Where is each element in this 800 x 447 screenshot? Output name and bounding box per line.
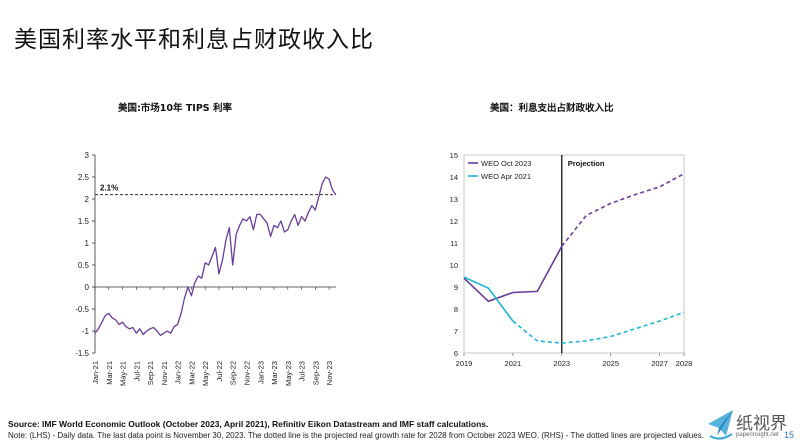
x-tick-label: Jan-23	[256, 361, 265, 384]
x-tick-label: 2025	[602, 359, 619, 368]
y-tick-label: -1	[82, 327, 90, 336]
y-tick-label: 3	[85, 151, 90, 160]
y-tick-label: 11	[450, 239, 458, 248]
y-tick-label: 1	[85, 239, 90, 248]
x-tick-label: May-21	[119, 361, 128, 386]
legend-label: WEO Apr 2021	[481, 172, 531, 181]
logo-text: 纸视界	[736, 414, 787, 434]
y-tick-label: -1.5	[75, 349, 89, 358]
page-number: 15	[784, 430, 795, 440]
x-tick-label: Nov-21	[160, 361, 169, 385]
x-tick-label: May-23	[284, 361, 293, 386]
x-tick-label: 2021	[505, 359, 522, 368]
y-tick-label: 7	[454, 327, 458, 336]
x-tick-label: Nov-22	[242, 361, 251, 385]
x-tick-label: Mar-22	[187, 361, 196, 385]
paper-plane-icon	[708, 410, 733, 440]
y-tick-label: 6	[454, 349, 458, 358]
x-tick-label: Nov-23	[325, 361, 334, 385]
tips-rate-series-line	[94, 176, 337, 337]
x-tick-label: Mar-23	[270, 361, 279, 385]
x-tick-label: May-22	[201, 361, 210, 386]
y-tick-label: 12	[450, 217, 458, 226]
x-tick-label: Sep-22	[229, 361, 238, 385]
x-tick-label: 2023	[553, 359, 570, 368]
weo-apr-2021-projected-line	[512, 311, 685, 344]
x-tick-label: 2027	[651, 359, 668, 368]
y-tick-label: 10	[450, 261, 458, 270]
source-note: Source: IMF World Economic Outlook (Octo…	[8, 419, 489, 429]
logo: 纸视界 paperinsight.net	[706, 406, 792, 444]
logo-subtext: paperinsight.net	[736, 432, 779, 438]
legend-label: WEO Oct 2023	[481, 159, 531, 168]
right-chart-title: 美国：利息支出占财政收入比	[490, 103, 614, 114]
x-tick-label: Mar-21	[105, 361, 114, 385]
weo-oct-2023-projected-line	[561, 172, 685, 247]
y-tick-label: 13	[450, 195, 458, 204]
reference-label: 2.1%	[100, 184, 118, 193]
y-tick-label: 2	[85, 195, 90, 204]
y-tick-label: 0	[85, 283, 90, 292]
weo-oct-2023-actual-line	[463, 245, 563, 303]
y-tick-label: 15	[450, 151, 458, 160]
y-tick-label: -0.5	[75, 305, 89, 314]
y-tick-label: 1.5	[78, 217, 90, 226]
y-tick-label: 8	[454, 305, 458, 314]
plot-frame	[463, 154, 685, 354]
x-tick-label: Jul-22	[215, 361, 224, 381]
page-title: 美国利率水平和利息占财政收入比	[14, 27, 374, 53]
weo-apr-2021-actual-line	[463, 276, 514, 322]
x-tick-label: Jan-21	[91, 361, 100, 384]
y-tick-label: 0.5	[78, 261, 90, 270]
x-tick-label: Jul-21	[132, 361, 141, 381]
y-tick-label: 14	[450, 173, 458, 182]
left-chart-title: 美国:市场10年 TIPS 利率	[118, 103, 232, 114]
x-tick-label: 2019	[456, 359, 473, 368]
x-tick-label: 2028	[676, 359, 693, 368]
x-tick-label: Jul-23	[298, 361, 307, 381]
y-tick-label: 2.5	[78, 173, 90, 182]
projection-label: Projection	[568, 159, 605, 168]
x-tick-label: Jan-22	[174, 361, 183, 384]
footnote: Note: (LHS) - Daily data. The last data …	[8, 431, 704, 440]
x-tick-label: Sep-23	[311, 361, 320, 385]
y-tick-label: 9	[454, 283, 458, 292]
x-tick-label: Sep-21	[146, 361, 155, 385]
